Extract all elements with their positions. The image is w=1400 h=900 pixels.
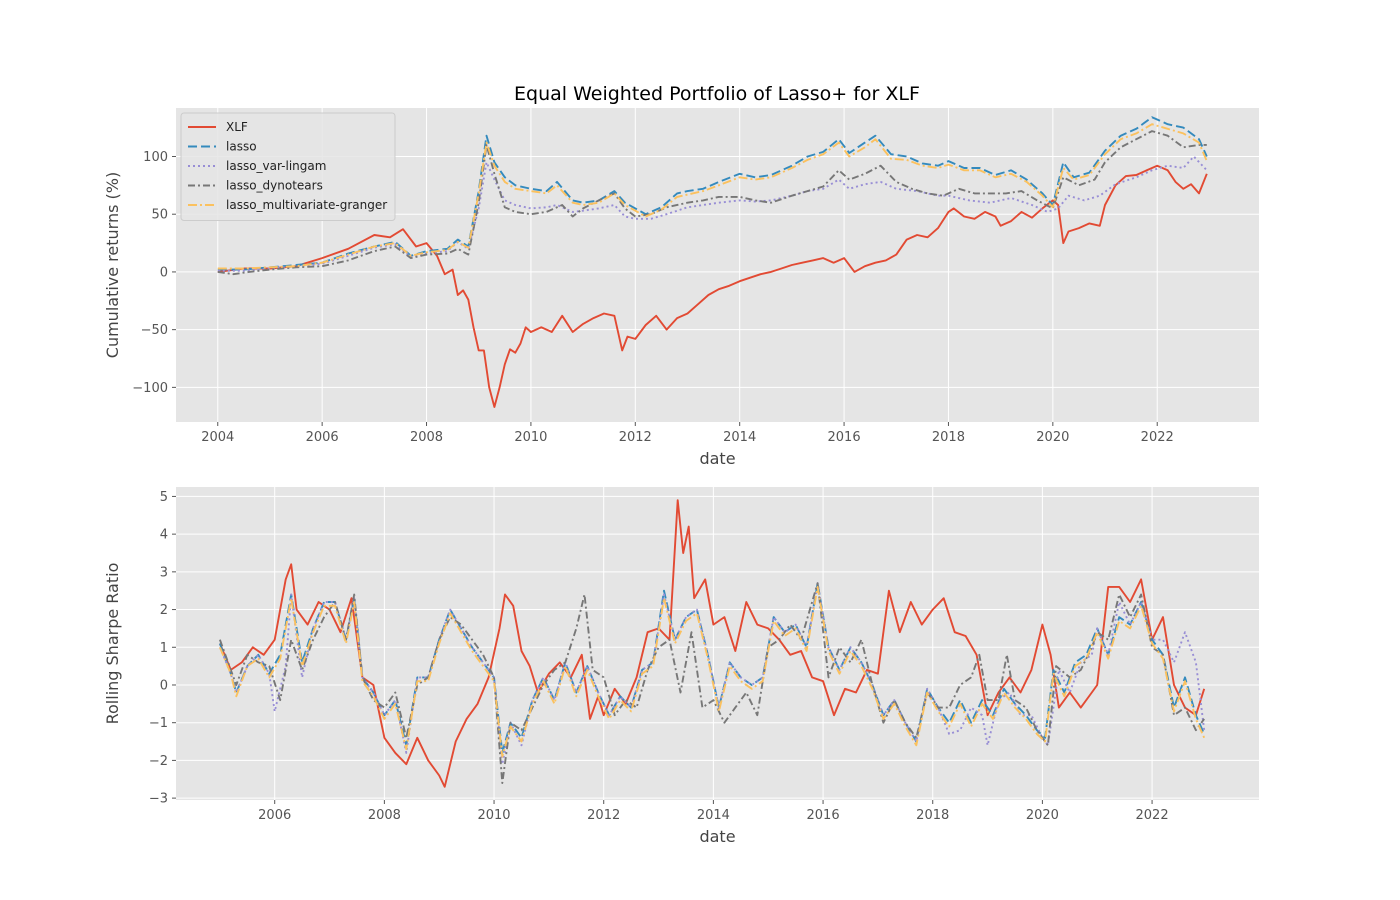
legend-box: [180, 112, 396, 221]
x-tick-label: 2022: [1141, 430, 1174, 445]
series-lines: [217, 116, 1208, 408]
x-tick-label: 2010: [477, 808, 510, 823]
y-tick-label: 50: [151, 208, 168, 223]
x-axis-label: date: [699, 449, 735, 468]
rolling-sharpe-plot: 2006 2008 2010 2012 2014 2016 2018 2020 2022−3−2…: [103, 487, 1259, 846]
x-tick-label: 2014: [723, 430, 756, 445]
x-tick-label: 2016: [828, 430, 861, 445]
x-tick-label: 2018: [932, 430, 965, 445]
legend-label-lasso-dynotears: lasso_dynotears: [226, 179, 323, 193]
y-tick-label: 5: [160, 490, 168, 505]
series-lines: [219, 499, 1206, 788]
x-tick-label: 2012: [587, 808, 620, 823]
y-tick-label: 1: [160, 641, 168, 656]
x-tick-label: 2014: [697, 808, 730, 823]
tick-labels: 2006 2008 2010 2012 2014 2016 2018 2020 2022−3−2…: [149, 490, 1169, 823]
series-line-lasso: [217, 116, 1208, 271]
chart-title: Equal Weighted Portfolio of Lasso+ for X…: [514, 83, 920, 105]
y-tick-label: −100: [132, 381, 168, 396]
y-tick-label: −50: [141, 323, 168, 338]
plot-background: [176, 487, 1259, 800]
series-line-xlf: [217, 164, 1208, 408]
y-tick-label: −2: [149, 754, 168, 769]
x-tick-label: 2006: [258, 808, 291, 823]
x-tick-label: 2008: [368, 808, 401, 823]
y-tick-label: −1: [149, 716, 168, 731]
legend-label-lasso-var-lingam: lasso_var-lingam: [226, 159, 326, 173]
y-axis-label: Rolling Sharpe Ratio: [103, 563, 122, 725]
x-tick-label: 2004: [201, 430, 234, 445]
x-tick-label: 2022: [1136, 808, 1169, 823]
series-line-xlf: [219, 499, 1206, 788]
y-axis-label: Cumulative returns (%): [103, 172, 122, 358]
y-tick-label: 4: [160, 528, 168, 543]
tick-labels: 2004 2006 2008 2010 2012 2014 2016 2018 2020 2022…: [132, 150, 1173, 445]
y-tick-label: 2: [160, 603, 168, 618]
x-tick-label: 2008: [410, 430, 443, 445]
series-line-lasso-multivariate-granger: [219, 585, 1206, 758]
y-tick-label: 0: [160, 265, 168, 280]
series-line-lasso-var-lingam: [217, 155, 1208, 272]
x-tick-label: 2020: [1026, 808, 1059, 823]
x-axis-label: date: [699, 827, 735, 846]
legend-label-lasso: lasso: [226, 140, 257, 154]
cumulative-returns-plot: 2004 2006 2008 2010 2012 2014 2016 2018 2020 2022…: [103, 108, 1259, 468]
legend: XLF lasso lasso_var-lingam lasso_dynotearsl…: [180, 112, 396, 221]
x-tick-label: 2006: [306, 430, 339, 445]
legend-label-xlf: XLF: [226, 120, 248, 134]
x-tick-label: 2018: [916, 808, 949, 823]
legend-label-lasso-multivariate-granger: lasso_multivariate-granger: [226, 198, 387, 212]
x-tick-label: 2012: [619, 430, 652, 445]
x-tick-label: 2010: [514, 430, 547, 445]
y-tick-label: 100: [143, 150, 168, 165]
y-tick-label: −3: [149, 792, 168, 807]
x-tick-label: 2016: [807, 808, 840, 823]
x-tick-label: 2020: [1036, 430, 1069, 445]
y-tick-label: 3: [160, 565, 168, 580]
series-line-lasso-dynotears: [217, 130, 1207, 276]
series-line-lasso-multivariate-granger: [217, 123, 1208, 270]
y-tick-label: 0: [160, 678, 168, 693]
